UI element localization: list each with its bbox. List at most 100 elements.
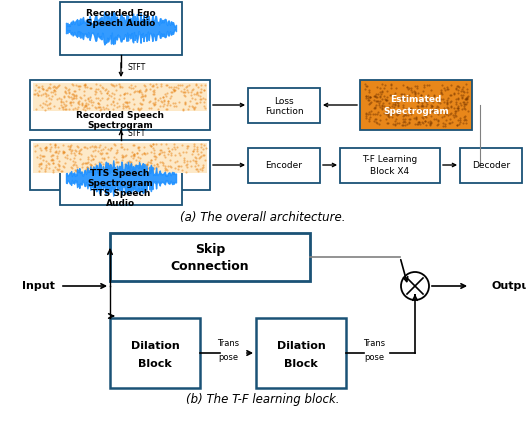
Point	[194, 92, 202, 99]
Point	[407, 105, 416, 112]
Point	[84, 159, 92, 166]
Point	[446, 99, 454, 106]
Point	[68, 146, 76, 153]
Point	[149, 87, 157, 94]
Point	[460, 105, 468, 112]
Point	[384, 120, 392, 127]
Point	[183, 142, 191, 149]
Point	[55, 157, 63, 164]
Point	[38, 152, 46, 160]
Point	[83, 95, 92, 102]
Point	[104, 105, 112, 112]
Point	[199, 162, 207, 169]
Point	[443, 100, 451, 107]
Point	[46, 152, 55, 159]
Point	[138, 150, 146, 157]
Point	[169, 88, 178, 95]
Point	[160, 96, 168, 103]
Point	[428, 95, 437, 103]
Point	[199, 87, 208, 94]
Point	[429, 116, 438, 123]
Point	[109, 81, 118, 88]
Point	[97, 150, 105, 157]
Point	[459, 120, 467, 127]
Point	[153, 161, 161, 168]
Point	[69, 162, 77, 169]
Point	[61, 87, 69, 94]
Point	[71, 158, 79, 165]
Point	[106, 147, 115, 154]
Point	[364, 92, 372, 99]
Point	[387, 82, 396, 89]
Point	[150, 87, 158, 94]
Point	[50, 84, 59, 91]
Point	[42, 143, 50, 150]
Point	[445, 119, 453, 126]
Point	[183, 145, 191, 152]
Point	[151, 81, 160, 88]
Point	[113, 99, 121, 107]
Point	[136, 99, 144, 107]
Point	[197, 95, 205, 103]
Point	[373, 110, 381, 117]
Point	[365, 87, 373, 94]
Point	[111, 141, 119, 148]
Point	[171, 145, 180, 152]
Point	[426, 119, 434, 126]
Point	[103, 89, 112, 96]
Point	[426, 118, 434, 125]
Point	[179, 158, 188, 165]
Point	[91, 142, 99, 149]
Point	[133, 150, 141, 157]
Point	[77, 100, 86, 107]
Point	[456, 118, 464, 126]
Point	[434, 104, 442, 111]
Point	[79, 88, 88, 95]
Point	[89, 155, 97, 162]
Point	[444, 95, 452, 102]
Point	[461, 101, 470, 108]
Point	[420, 113, 429, 120]
Point	[394, 109, 403, 116]
Point	[193, 147, 201, 154]
Point	[447, 82, 455, 89]
Point	[423, 81, 432, 88]
Point	[419, 103, 427, 110]
Point	[84, 155, 93, 162]
Point	[72, 161, 80, 168]
Point	[46, 81, 55, 88]
Point	[199, 152, 207, 159]
Point	[179, 88, 187, 95]
Point	[90, 160, 99, 167]
Point	[98, 149, 107, 156]
Point	[460, 101, 468, 108]
Text: Audio: Audio	[106, 199, 136, 209]
Point	[458, 106, 466, 113]
Point	[49, 166, 57, 173]
Point	[444, 85, 452, 92]
Point	[122, 151, 130, 158]
Point	[426, 120, 434, 127]
Text: pose: pose	[218, 353, 238, 362]
Point	[65, 143, 74, 150]
Point	[58, 104, 67, 111]
Point	[171, 86, 179, 93]
Point	[59, 149, 67, 156]
Point	[362, 92, 371, 99]
Point	[197, 149, 206, 156]
Point	[84, 100, 92, 107]
Point	[378, 80, 386, 88]
Point	[416, 97, 424, 104]
Point	[79, 106, 87, 113]
Point	[441, 120, 450, 127]
Point	[78, 160, 87, 168]
Point	[462, 119, 471, 126]
Bar	[33, 83, 207, 111]
Point	[58, 147, 67, 154]
Point	[95, 144, 104, 151]
Point	[365, 96, 373, 103]
Point	[87, 99, 95, 106]
Point	[189, 85, 197, 92]
Point	[155, 151, 164, 158]
Point	[138, 91, 146, 98]
